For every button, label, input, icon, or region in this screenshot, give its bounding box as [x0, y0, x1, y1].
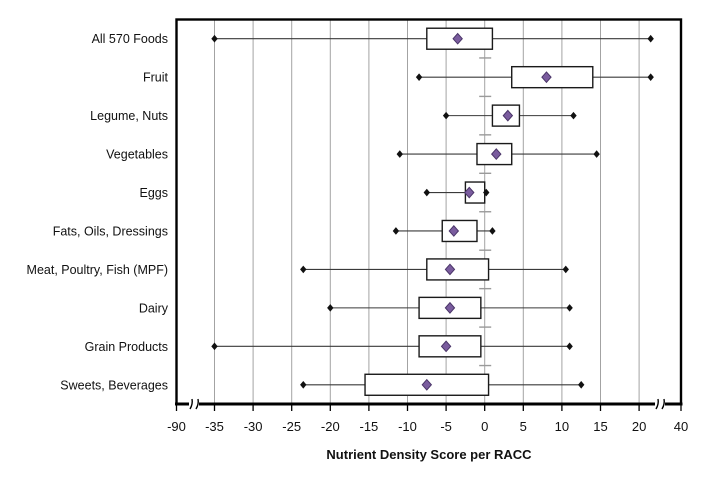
whisker-cap: [566, 342, 573, 351]
whisker-cap: [566, 304, 573, 312]
whisker-cap: [483, 188, 490, 197]
category-label: Meat, Poultry, Fish (MPF): [27, 263, 168, 277]
whisker-cap: [211, 342, 218, 351]
whisker-cap: [300, 265, 307, 274]
whisker-cap: [415, 73, 423, 81]
category-label: Fats, Oils, Dressings: [53, 224, 168, 238]
x-tick-label: 40: [674, 419, 688, 434]
median-diamond: [452, 32, 463, 45]
median-diamond: [448, 225, 460, 237]
x-tick-label: -25: [282, 419, 301, 434]
axis-break-mask: [189, 400, 199, 408]
median-diamond: [502, 109, 514, 122]
box-iqr: [441, 219, 478, 243]
category-label: Legume, Nuts: [90, 109, 168, 123]
whisker-cap: [327, 304, 334, 312]
box-iqr: [511, 65, 594, 89]
median-diamond: [541, 71, 552, 84]
category-label: Grain Products: [85, 340, 168, 354]
whisker-cap: [562, 265, 569, 274]
median-diamond: [444, 263, 456, 276]
axis-break-mask: [655, 400, 665, 408]
whisker-cap: [211, 34, 218, 43]
whisker-cap: [647, 34, 654, 43]
median-diamond: [440, 340, 452, 353]
whisker-cap: [647, 73, 654, 81]
whisker-cap: [396, 150, 403, 158]
whisker-cap: [392, 227, 400, 235]
axis-break-icon: [655, 398, 659, 410]
x-axis-title: Nutrient Density Score per RACC: [326, 447, 532, 462]
category-label: All 570 Foods: [92, 32, 168, 46]
whisker-cap: [570, 111, 577, 120]
x-tick-label: 10: [555, 419, 569, 434]
whisker-cap: [593, 150, 600, 158]
median-diamond: [463, 186, 475, 199]
x-tick-label: -90: [167, 419, 186, 434]
category-label: Sweets, Beverages: [60, 378, 168, 392]
whisker-cap: [300, 380, 307, 389]
median-diamond: [444, 301, 456, 314]
x-tick-label: 15: [593, 419, 607, 434]
x-tick-label: -5: [440, 419, 452, 434]
whisker-cap: [489, 227, 496, 235]
category-label: Dairy: [139, 301, 169, 315]
category-label: Fruit: [143, 71, 169, 85]
whisker-cap: [423, 188, 430, 197]
x-tick-label: -30: [244, 419, 263, 434]
x-tick-label: -15: [360, 419, 379, 434]
median-diamond: [421, 378, 433, 391]
category-label: Eggs: [140, 186, 169, 200]
x-tick-label: -20: [321, 419, 340, 434]
axis-break-icon: [189, 398, 193, 410]
x-tick-label: -10: [398, 419, 417, 434]
x-tick-label: -35: [205, 419, 224, 434]
axis-break-icon: [661, 398, 665, 410]
x-tick-label: 20: [632, 419, 646, 434]
x-tick-label: 0: [481, 419, 488, 434]
whisker-cap: [442, 111, 450, 120]
median-diamond: [491, 148, 502, 161]
whisker-cap: [578, 380, 585, 389]
axis-break-icon: [195, 398, 199, 410]
x-tick-label: 5: [520, 419, 527, 434]
box-iqr: [426, 258, 490, 281]
category-label: Vegetables: [106, 148, 168, 162]
